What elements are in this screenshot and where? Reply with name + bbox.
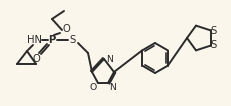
Text: S: S: [70, 35, 76, 45]
Text: N: N: [106, 56, 113, 64]
Text: N: N: [109, 82, 116, 91]
Text: HN: HN: [27, 35, 42, 45]
Text: O: O: [89, 82, 97, 91]
Text: P: P: [48, 35, 56, 45]
Text: S: S: [210, 40, 217, 50]
Text: S: S: [210, 26, 217, 36]
Text: O: O: [62, 24, 70, 34]
Text: O: O: [32, 54, 40, 64]
